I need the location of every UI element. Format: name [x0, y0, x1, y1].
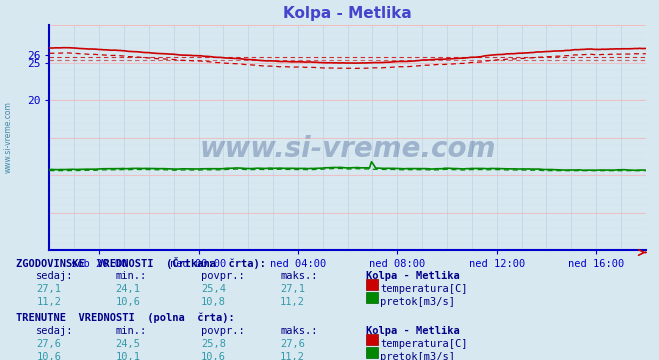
Text: 27,1: 27,1 [280, 284, 305, 294]
Text: 10,6: 10,6 [201, 352, 226, 360]
Text: Kolpa - Metlika: Kolpa - Metlika [366, 326, 459, 336]
Text: povpr.:: povpr.: [201, 326, 244, 336]
Text: www.si-vreme.com: www.si-vreme.com [3, 101, 13, 173]
Text: 11,2: 11,2 [280, 297, 305, 307]
Text: Kolpa - Metlika: Kolpa - Metlika [366, 271, 459, 281]
Text: 27,6: 27,6 [280, 339, 305, 349]
Text: temperatura[C]: temperatura[C] [380, 339, 468, 349]
Text: min.:: min.: [115, 271, 146, 281]
Text: ZGODOVINSKE  VREDNOSTI  (Črtkana  črta):: ZGODOVINSKE VREDNOSTI (Črtkana črta): [16, 257, 266, 269]
Text: 10,6: 10,6 [36, 352, 61, 360]
Text: 25,8: 25,8 [201, 339, 226, 349]
Text: 11,2: 11,2 [280, 352, 305, 360]
Text: 25,4: 25,4 [201, 284, 226, 294]
Text: www.si-vreme.com: www.si-vreme.com [200, 135, 496, 163]
Text: maks.:: maks.: [280, 326, 318, 336]
Text: 10,8: 10,8 [201, 297, 226, 307]
Text: maks.:: maks.: [280, 271, 318, 281]
Text: 11,2: 11,2 [36, 297, 61, 307]
Text: temperatura[C]: temperatura[C] [380, 284, 468, 294]
Text: 10,6: 10,6 [115, 297, 140, 307]
Text: 27,6: 27,6 [36, 339, 61, 349]
Text: 27,1: 27,1 [36, 284, 61, 294]
Text: sedaj:: sedaj: [36, 271, 74, 281]
Text: pretok[m3/s]: pretok[m3/s] [380, 297, 455, 307]
Text: povpr.:: povpr.: [201, 271, 244, 281]
Text: 24,1: 24,1 [115, 284, 140, 294]
Text: TRENUTNE  VREDNOSTI  (polna  črta):: TRENUTNE VREDNOSTI (polna črta): [16, 312, 235, 323]
Text: sedaj:: sedaj: [36, 326, 74, 336]
Text: 24,5: 24,5 [115, 339, 140, 349]
Text: pretok[m3/s]: pretok[m3/s] [380, 352, 455, 360]
Text: min.:: min.: [115, 326, 146, 336]
Text: 10,1: 10,1 [115, 352, 140, 360]
Title: Kolpa - Metlika: Kolpa - Metlika [283, 6, 412, 21]
